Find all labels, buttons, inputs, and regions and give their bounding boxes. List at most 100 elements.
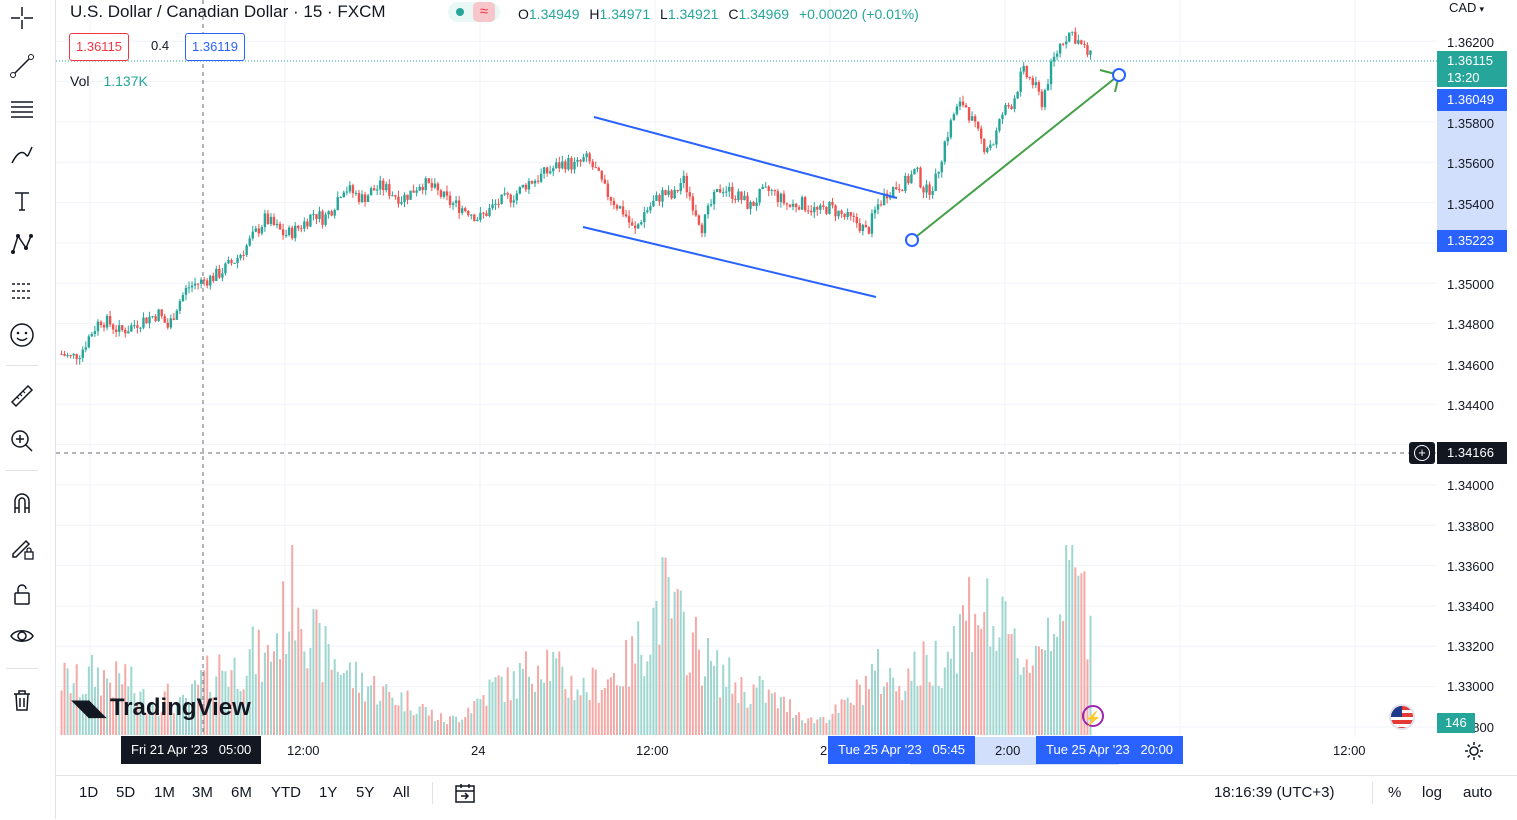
candle-body bbox=[382, 180, 385, 191]
price-label: 1.35800 bbox=[1447, 116, 1494, 131]
candle-body bbox=[682, 175, 685, 184]
volume-bar bbox=[1050, 651, 1053, 735]
symbol-title[interactable]: U.S. Dollar / Canadian Dollar · 15 · FXC… bbox=[70, 2, 386, 21]
magnet-icon[interactable] bbox=[4, 485, 40, 521]
candle-body bbox=[673, 189, 676, 199]
volume-bar bbox=[430, 709, 433, 735]
volume-bar bbox=[889, 667, 892, 735]
volume-bar bbox=[1083, 571, 1086, 735]
lock-drawing-icon[interactable] bbox=[4, 530, 40, 566]
volume-bar bbox=[907, 668, 910, 735]
time-axis[interactable] bbox=[56, 737, 1437, 765]
volume-bar bbox=[115, 661, 118, 735]
lock-icon[interactable] bbox=[4, 576, 40, 612]
volume-bar bbox=[555, 658, 558, 735]
volume-bar bbox=[591, 667, 594, 735]
range-1m[interactable]: 1M bbox=[154, 784, 175, 801]
volume-bar bbox=[294, 640, 297, 735]
pattern-icon[interactable] bbox=[4, 226, 40, 262]
volume-bar bbox=[1071, 545, 1074, 735]
auto-scale-toggle[interactable]: auto bbox=[1463, 784, 1493, 801]
candle-body bbox=[901, 190, 904, 192]
range-5y[interactable]: 5Y bbox=[356, 784, 375, 801]
candle-body bbox=[803, 197, 807, 211]
market-open-icon bbox=[456, 8, 464, 16]
candle-body bbox=[521, 184, 525, 188]
volume-bar bbox=[1040, 649, 1043, 735]
clock-timezone[interactable]: 18:16:39 (UTC+3) bbox=[1214, 784, 1335, 801]
candle-body bbox=[1019, 71, 1022, 92]
candle-body bbox=[454, 200, 458, 204]
range-ytd[interactable]: YTD bbox=[271, 784, 301, 801]
eye-icon[interactable] bbox=[4, 618, 40, 654]
brush-icon[interactable] bbox=[4, 137, 40, 173]
fib-retracement-icon[interactable] bbox=[4, 91, 40, 127]
candle-body bbox=[1083, 44, 1086, 46]
volume-bar bbox=[864, 675, 867, 735]
emoji-icon[interactable] bbox=[4, 317, 40, 353]
candle-body bbox=[822, 205, 825, 207]
log-scale-toggle[interactable]: log bbox=[1422, 784, 1443, 801]
buy-button[interactable]: 1.36119 bbox=[185, 33, 246, 61]
candle-body bbox=[870, 213, 874, 234]
volume-bar bbox=[995, 650, 998, 735]
range-3m[interactable]: 3M bbox=[192, 784, 213, 801]
ruler-icon[interactable] bbox=[4, 378, 40, 414]
candle-body bbox=[743, 195, 746, 201]
volume-bar bbox=[139, 691, 142, 735]
volume-legend[interactable]: Vol 1.137K bbox=[70, 73, 148, 89]
candle-body bbox=[643, 212, 646, 223]
candle-body bbox=[646, 210, 649, 213]
candle-body bbox=[415, 190, 418, 193]
text-icon[interactable] bbox=[4, 183, 40, 219]
volume-bar bbox=[946, 651, 949, 735]
candle-body bbox=[1031, 77, 1035, 86]
sell-button[interactable]: 1.36115 bbox=[69, 33, 130, 61]
range-6m[interactable]: 6M bbox=[231, 784, 252, 801]
add-alert-button[interactable]: + bbox=[1409, 442, 1435, 464]
percent-scale-toggle[interactable]: % bbox=[1388, 784, 1402, 801]
us-flag-icon[interactable] bbox=[1389, 704, 1415, 730]
trend-line-icon[interactable] bbox=[4, 48, 40, 84]
volume-bar bbox=[130, 666, 133, 735]
candle-body bbox=[151, 316, 154, 318]
candle-body bbox=[1055, 53, 1059, 57]
volume-bar bbox=[194, 680, 197, 735]
prediction-icon[interactable] bbox=[4, 273, 40, 309]
volume-bar bbox=[697, 649, 700, 735]
settings-gear-icon[interactable] bbox=[1463, 740, 1485, 762]
volume-bar bbox=[266, 644, 269, 735]
volume-bar bbox=[282, 581, 285, 735]
candle-body bbox=[272, 216, 276, 226]
candle-body bbox=[1068, 32, 1071, 42]
ohlc-low-key: L bbox=[660, 6, 668, 22]
trash-icon[interactable] bbox=[4, 682, 40, 718]
volume-bar bbox=[940, 687, 943, 735]
candle-body bbox=[688, 192, 692, 197]
candle-body bbox=[995, 130, 998, 145]
candle-body bbox=[230, 259, 233, 264]
candle-body bbox=[87, 336, 91, 348]
range-5d[interactable]: 5D bbox=[116, 784, 136, 801]
currency-selector[interactable]: CAD ▾ bbox=[1449, 0, 1484, 15]
volume-bar bbox=[351, 688, 354, 735]
volume-bar bbox=[1022, 667, 1025, 735]
range-1y[interactable]: 1Y bbox=[319, 784, 338, 801]
goto-date-icon[interactable] bbox=[453, 781, 477, 805]
candle-body bbox=[755, 202, 758, 207]
volume-bar bbox=[834, 704, 837, 735]
candle-body bbox=[297, 225, 300, 229]
market-status[interactable]: ≈ bbox=[448, 2, 500, 22]
price-axis[interactable]: CAD ▾ 1.36200 1.35800 1.35600 1.35400 1.3… bbox=[1437, 0, 1517, 737]
volume-bar bbox=[1046, 617, 1049, 735]
tradingview-logo[interactable]: ◥◣ TradingView bbox=[72, 694, 251, 722]
volume-bar bbox=[795, 714, 798, 735]
zoom-in-icon[interactable] bbox=[4, 423, 40, 459]
range-all[interactable]: All bbox=[393, 784, 410, 801]
range-1d[interactable]: 1D bbox=[79, 784, 99, 801]
candle-body bbox=[412, 190, 415, 193]
crosshair-icon[interactable] bbox=[4, 0, 40, 36]
candle-body bbox=[627, 216, 631, 223]
candle-body bbox=[655, 195, 658, 201]
lightning-icon[interactable]: ⚡ bbox=[1082, 705, 1104, 727]
